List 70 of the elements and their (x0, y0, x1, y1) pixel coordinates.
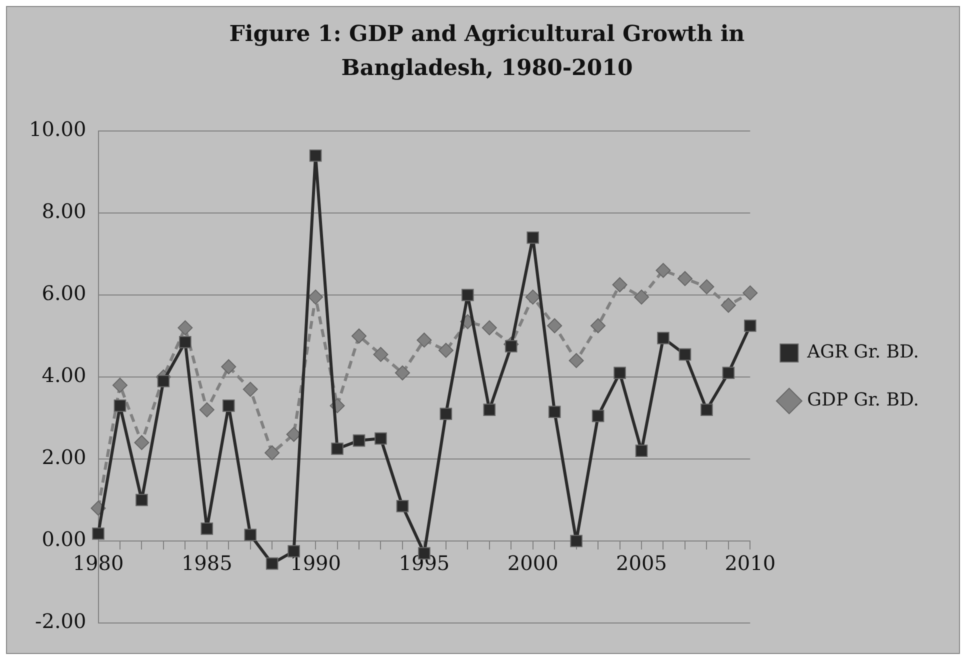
point (416, 332, 432, 348)
point (504, 340, 518, 352)
point (373, 346, 388, 362)
point (438, 342, 454, 358)
point (199, 402, 214, 418)
point (178, 320, 193, 336)
point (352, 328, 367, 344)
point (394, 365, 410, 380)
point (483, 404, 496, 416)
point (634, 290, 650, 305)
point (440, 408, 452, 420)
point (700, 404, 713, 416)
point (112, 378, 128, 393)
point (114, 400, 126, 412)
point (266, 557, 278, 570)
point (570, 534, 582, 548)
point (720, 298, 736, 313)
point (742, 285, 758, 300)
point (242, 382, 258, 397)
point (612, 277, 628, 292)
point (134, 435, 150, 450)
point (699, 279, 714, 294)
point (221, 359, 236, 374)
point (678, 348, 692, 361)
point (657, 332, 670, 344)
x-tick-label: 2010 (724, 551, 776, 576)
point (92, 527, 104, 540)
point (308, 290, 324, 305)
point (744, 320, 756, 332)
x-tick-label: 1985 (181, 551, 232, 576)
point (614, 366, 626, 380)
point (722, 366, 735, 380)
point (264, 445, 280, 460)
point (482, 320, 497, 336)
point (331, 442, 344, 455)
point (157, 374, 170, 388)
y-tick-label: 2.00 (42, 445, 86, 470)
point (244, 528, 257, 542)
x-tick-label: 1990 (290, 551, 342, 576)
point (590, 318, 606, 334)
point (635, 444, 648, 457)
point (568, 353, 584, 368)
point (222, 400, 235, 412)
y-tick-label: 4.00 (42, 363, 86, 388)
point (525, 290, 540, 305)
y-tick-label: 8.00 (42, 199, 86, 224)
point (656, 262, 671, 278)
point (136, 494, 148, 506)
y-tick-label: 0.00 (42, 527, 86, 552)
point (179, 336, 192, 348)
point (200, 522, 214, 535)
x-tick-label: 2000 (507, 551, 558, 576)
point (548, 406, 561, 418)
point (677, 271, 692, 286)
point (396, 500, 409, 512)
y-tick-label: 10.00 (28, 117, 86, 142)
x-tick-label: 2005 (616, 551, 667, 576)
y-tick-label: 6.00 (42, 281, 86, 306)
y-tick-label: -2.00 (34, 609, 86, 634)
point (547, 318, 562, 334)
legend-label: GDP Gr. BD. (807, 390, 920, 411)
point (462, 288, 474, 302)
legend-label: AGR Gr. BD. (806, 342, 920, 363)
point (309, 149, 322, 162)
x-tick-label: 1980 (72, 551, 124, 576)
point (374, 432, 387, 445)
point (352, 434, 366, 447)
point (526, 231, 540, 244)
point (592, 410, 604, 422)
chart-title: Figure 1: GDP and Agricultural Growth in Bangladesh, 1980-2010 (228, 20, 746, 83)
